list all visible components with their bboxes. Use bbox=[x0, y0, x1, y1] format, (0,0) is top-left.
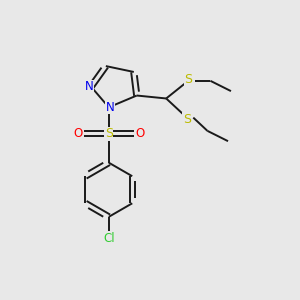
Text: S: S bbox=[183, 112, 191, 126]
Text: N: N bbox=[106, 101, 115, 114]
Text: S: S bbox=[184, 73, 192, 86]
Text: O: O bbox=[73, 127, 83, 140]
Text: Cl: Cl bbox=[103, 232, 115, 244]
Text: O: O bbox=[135, 127, 144, 140]
Text: S: S bbox=[105, 127, 113, 140]
Text: N: N bbox=[84, 80, 93, 93]
